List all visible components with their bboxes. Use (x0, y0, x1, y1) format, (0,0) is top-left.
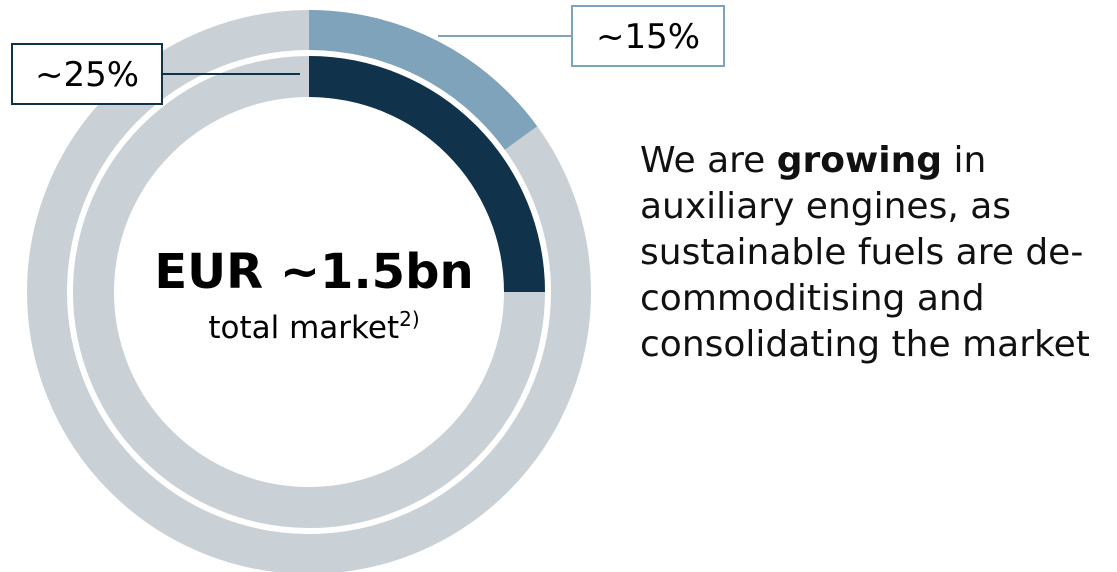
annotation: We are growing in auxiliary engines, as … (640, 138, 1110, 368)
ring-segment (309, 56, 545, 292)
label-box (571, 5, 725, 67)
center-title: EUR ~1.5bn (154, 244, 473, 300)
label-box (11, 43, 163, 105)
annotation-text: in auxiliary engines, as sustainable fue… (640, 140, 1090, 365)
ring-segment (309, 10, 538, 150)
value-label: ~25% (35, 55, 139, 95)
value-label: ~15% (596, 17, 700, 57)
center-subtitle-text: total market (208, 310, 399, 346)
annotation-bold: growing (776, 140, 943, 181)
rings (27, 10, 591, 572)
center-note: 2) (399, 307, 420, 331)
annotation-text: We are (640, 140, 777, 181)
center-subtitle: total market2) (208, 307, 419, 346)
